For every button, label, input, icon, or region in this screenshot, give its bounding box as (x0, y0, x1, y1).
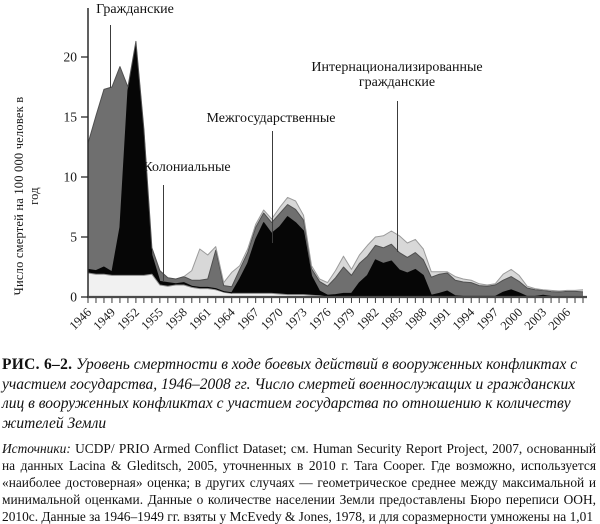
annotation-interstate-pointer-line (272, 131, 273, 243)
svg-text:15: 15 (64, 110, 78, 125)
annotation-civil-label: Гражданские (96, 2, 174, 17)
svg-text:1994: 1994 (450, 305, 478, 333)
annotation-colonial-pointer-line (163, 185, 164, 282)
svg-text:1961: 1961 (186, 305, 214, 333)
svg-text:0: 0 (70, 290, 77, 305)
svg-text:2000: 2000 (498, 305, 526, 333)
figure-caption-text: Уровень смертности в ходе боевых действи… (2, 356, 578, 432)
svg-text:1991: 1991 (426, 305, 454, 333)
figure-number: РИС. 6–2. (2, 356, 73, 373)
svg-text:5: 5 (70, 230, 77, 245)
svg-text:1979: 1979 (330, 305, 358, 333)
chart-area: 0 5 10 15 20 1946 1949 1952 1955 1958 1961 1964 1967… (12, 2, 587, 333)
svg-text:1997: 1997 (474, 305, 502, 333)
figure-sources: Источники: UCDP/ PRIO Armed Conflict Dat… (2, 440, 596, 524)
annotation-intl-civil-label: Интернационализированные гражданские (311, 60, 483, 90)
svg-text:10: 10 (64, 170, 78, 185)
svg-text:1964: 1964 (210, 305, 238, 333)
svg-text:1985: 1985 (378, 305, 406, 333)
svg-text:1949: 1949 (90, 305, 118, 333)
y-axis-title: Число смертей на 100 000 человек в год (12, 96, 41, 296)
svg-text:1952: 1952 (114, 305, 142, 333)
svg-text:1976: 1976 (306, 305, 334, 333)
svg-text:2003: 2003 (522, 305, 550, 333)
svg-text:20: 20 (64, 50, 78, 65)
svg-text:1958: 1958 (162, 305, 190, 333)
svg-text:2006: 2006 (546, 305, 574, 333)
figure-caption: РИС. 6–2. Уровень смертности в ходе боев… (2, 355, 590, 433)
sources-text: UCDP/ PRIO Armed Conflict Dataset; см. H… (2, 441, 596, 524)
svg-text:1970: 1970 (258, 305, 286, 333)
svg-text:1946: 1946 (67, 305, 95, 333)
annotation-colonial-label: Колониальные (143, 160, 231, 175)
annotation-interstate-label: Межгосударственные (206, 111, 336, 126)
sources-label: Источники: (2, 441, 71, 457)
svg-text:1967: 1967 (234, 305, 262, 333)
svg-text:1982: 1982 (354, 305, 382, 333)
stacked-area-chart: 0 5 10 15 20 19461949195219551958196119641967… (64, 8, 587, 333)
annotation-civil-pointer-line (110, 25, 111, 88)
annotation-intl-civil-pointer-line (397, 101, 398, 252)
svg-text:1988: 1988 (402, 305, 430, 333)
svg-text:1955: 1955 (138, 305, 166, 333)
svg-text:1973: 1973 (282, 305, 310, 333)
